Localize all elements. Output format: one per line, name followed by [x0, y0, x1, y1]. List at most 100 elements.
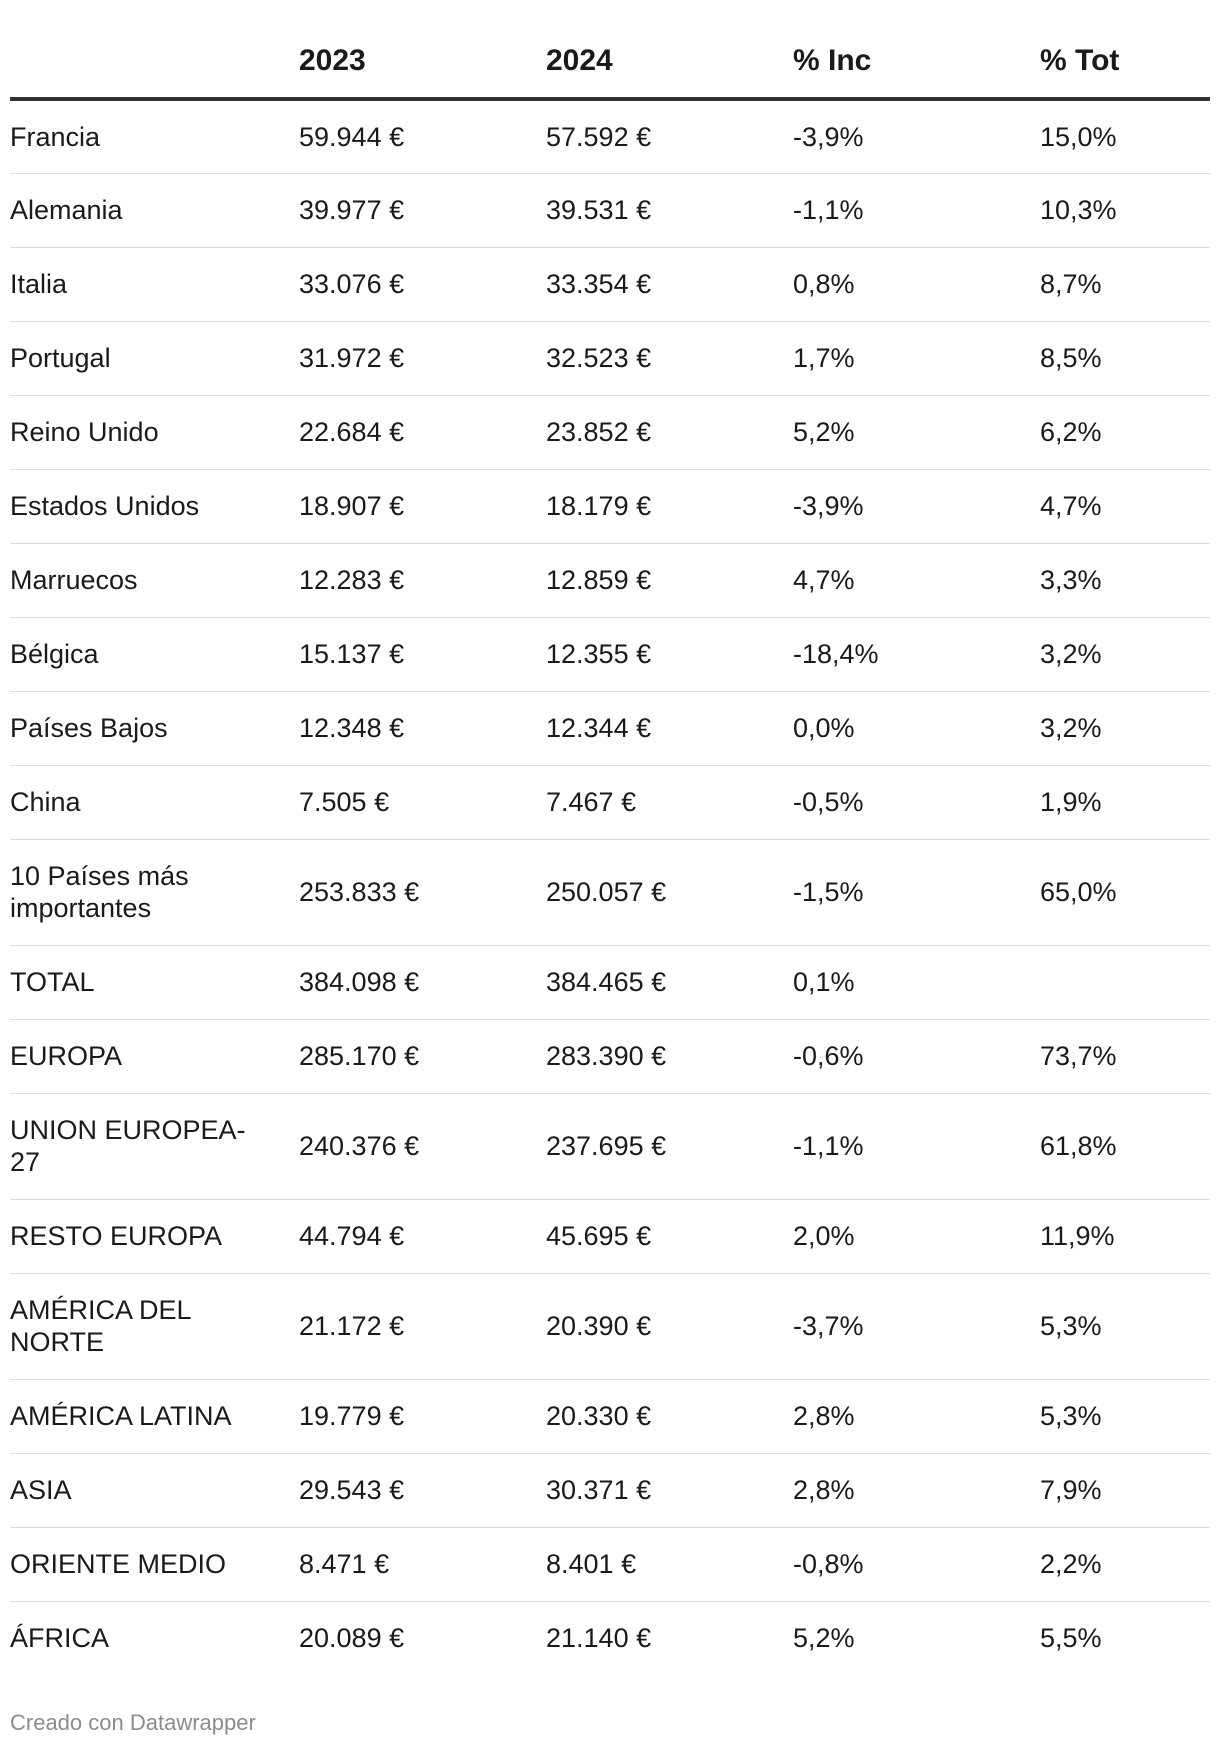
header-row: 2023 2024 % Inc % Tot [10, 0, 1210, 101]
value-2023-cell: 7.505 € [299, 765, 546, 840]
value-2024-cell: 283.390 € [546, 1019, 793, 1094]
value-2024-cell: 7.467 € [546, 765, 793, 840]
pct-inc-cell: -0,6% [793, 1019, 1040, 1094]
table-row: TOTAL 384.098 €384.465 €0,1% [10, 945, 1210, 1020]
table-header: 2023 2024 % Inc % Tot [10, 0, 1210, 101]
pct-inc-cell: 2,0% [793, 1199, 1040, 1274]
pct-tot-cell: 5,3% [1040, 1273, 1210, 1380]
pct-inc-cell: -0,8% [793, 1527, 1040, 1602]
value-2023-cell: 18.907 € [299, 469, 546, 544]
country-cell: ASIA [10, 1453, 299, 1528]
header-2023[interactable]: 2023 [299, 0, 546, 101]
value-2024-cell: 20.330 € [546, 1379, 793, 1454]
pct-tot-cell [1040, 945, 1210, 1020]
pct-tot-cell: 1,9% [1040, 765, 1210, 840]
pct-tot-cell: 8,7% [1040, 247, 1210, 322]
value-2024-cell: 39.531 € [546, 173, 793, 248]
value-2023-cell: 8.471 € [299, 1527, 546, 1602]
datawrapper-credit[interactable]: Creado con Datawrapper [10, 1710, 256, 1735]
pct-inc-cell: -3,9% [793, 99, 1040, 174]
value-2023-cell: 29.543 € [299, 1453, 546, 1528]
country-cell: TOTAL [10, 945, 299, 1020]
table-row: Estados Unidos 18.907 €18.179 € -3,9% 4,7% [10, 469, 1210, 544]
pct-tot-cell: 65,0% [1040, 839, 1210, 946]
country-cell: China [10, 765, 299, 840]
pct-tot-cell: 11,9% [1040, 1199, 1210, 1274]
table-row: 10 Países más importantes 253.833 €250.05… [10, 839, 1210, 946]
country-cell: AMÉRICA LATINA [10, 1379, 299, 1454]
table-row: Alemania 39.977 €39.531 € -1,1% 10,3% [10, 173, 1210, 248]
table-row: EUROPA 285.170 €283.390 € -0,6% 73,7% [10, 1019, 1210, 1094]
pct-inc-cell: 1,7% [793, 321, 1040, 396]
country-cell: Marruecos [10, 543, 299, 618]
pct-tot-cell: 73,7% [1040, 1019, 1210, 1094]
pct-inc-cell: -1,1% [793, 1093, 1040, 1200]
country-cell: UNION EUROPEA-27 [10, 1093, 299, 1200]
table-row: Marruecos 12.283 €12.859 €4,7% 3,3% [10, 543, 1210, 618]
value-2024-cell: 12.344 € [546, 691, 793, 766]
value-2023-cell: 19.779 € [299, 1379, 546, 1454]
country-cell: Países Bajos [10, 691, 299, 766]
value-2024-cell: 45.695 € [546, 1199, 793, 1274]
value-2024-cell: 21.140 € [546, 1623, 652, 1654]
pct-inc-cell: -18,4% [793, 617, 1040, 692]
value-2023-cell: 240.376 € [299, 1093, 546, 1200]
value-2023-cell: 12.283 € [299, 543, 546, 618]
pct-inc-cell: 2,8% [793, 1379, 1040, 1454]
value-2024-cell: 18.179 € [546, 469, 793, 544]
data-table: 2023 2024 % Inc % Tot Francia 59.944 €57.… [10, 0, 1210, 1675]
value-2024-cell: 12.355 € [546, 617, 793, 692]
datawrapper-table-container: 2023 2024 % Inc % Tot Francia 59.944 €57.… [10, 0, 1220, 1735]
table-row: Portugal 31.972 €32.523 €1,7% 8,5% [10, 321, 1210, 396]
header-pct-tot[interactable]: % Tot [1040, 0, 1210, 101]
table-row: Bélgica 15.137 €12.355 € -18,4% 3,2% [10, 617, 1210, 692]
value-2024-cell: 237.695 € [546, 1093, 793, 1200]
value-2024-cell: 32.523 € [546, 321, 793, 396]
value-2023-cell: 44.794 € [299, 1199, 546, 1274]
value-2023-cell: 39.977 € [299, 173, 546, 248]
pct-tot-cell: 3,3% [1040, 543, 1210, 618]
pct-tot-cell: 4,7% [1040, 469, 1210, 544]
pct-inc-cell: -3,7% [793, 1273, 1040, 1380]
country-cell: Italia [10, 247, 299, 322]
header-2024[interactable]: 2024 [546, 0, 793, 101]
value-2023-cell: 22.684 € [299, 395, 546, 470]
country-cell: Alemania [10, 173, 299, 248]
country-cell: Reino Unido [10, 395, 299, 470]
header-country[interactable] [10, 0, 299, 101]
pct-inc-cell: 2,8% [793, 1453, 1040, 1528]
pct-tot-cell: 2,2% [1040, 1527, 1210, 1602]
table-row: Francia 59.944 €57.592 € -3,9% 15,0% [10, 99, 1210, 174]
country-cell: Portugal [10, 321, 299, 396]
value-2024-cell: 30.371 € [546, 1453, 793, 1528]
table-body: Francia 59.944 €57.592 € -3,9% 15,0% Alemani… [10, 99, 1210, 1675]
pct-inc-cell: -0,5% [793, 765, 1040, 840]
value-2024-cell: 23.852 € [546, 395, 793, 470]
value-2023-cell: 31.972 € [299, 321, 546, 396]
country-cell: Francia [10, 99, 299, 174]
country-cell: ÁFRICA [10, 1623, 110, 1654]
country-cell: AMÉRICA DEL NORTE [10, 1273, 299, 1380]
pct-tot-cell: 15,0% [1040, 99, 1210, 174]
pct-inc-cell: 5,2% [793, 395, 1040, 470]
pct-inc-cell: -3,9% [793, 469, 1040, 544]
value-2024-cell: 8.401 € [546, 1527, 793, 1602]
value-2024-cell: 384.465 € [546, 945, 793, 1020]
value-2024-cell: 12.859 € [546, 543, 793, 618]
pct-inc-cell: 5,2% [793, 1623, 855, 1654]
value-2024-cell: 57.592 € [546, 99, 793, 174]
pct-inc-cell: 4,7% [793, 543, 1040, 618]
pct-tot-cell: 5,5% [1040, 1623, 1102, 1654]
table-row: Países Bajos 12.348 €12.344 €0,0% 3,2% [10, 691, 1210, 766]
value-2023-cell: 384.098 € [299, 945, 546, 1020]
value-2024-cell: 33.354 € [546, 247, 793, 322]
value-2023-cell: 33.076 € [299, 247, 546, 322]
pct-inc-cell: 0,8% [793, 247, 1040, 322]
pct-inc-cell: 0,0% [793, 691, 1040, 766]
value-2023-cell: 12.348 € [299, 691, 546, 766]
table-row: Reino Unido 22.684 €23.852 €5,2% 6,2% [10, 395, 1210, 470]
pct-inc-cell: -1,1% [793, 173, 1040, 248]
header-pct-inc[interactable]: % Inc [793, 0, 1040, 101]
country-cell: Estados Unidos [10, 469, 299, 544]
country-cell: EUROPA [10, 1019, 299, 1094]
